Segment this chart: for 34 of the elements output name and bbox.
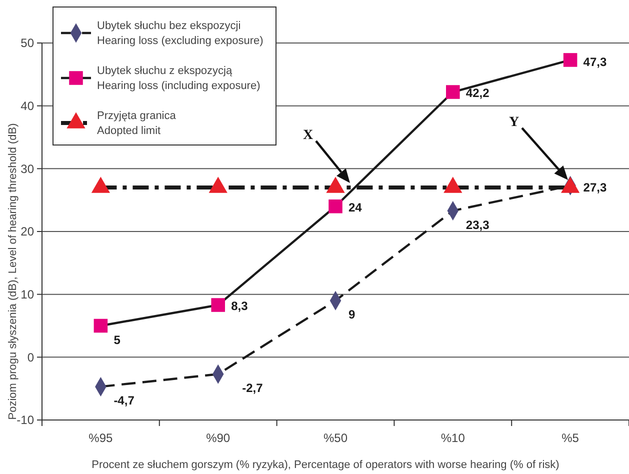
y-tick-label: 10 xyxy=(20,288,34,302)
y-tick-label: 50 xyxy=(20,36,34,50)
x-tick-label: %95 xyxy=(88,431,114,445)
data-label: 8,3 xyxy=(231,299,248,314)
annotation: X xyxy=(302,128,314,143)
y-axis-title: Poziom progu słyszenia (dB), Level of hearing threshold (dB) xyxy=(7,123,19,420)
legend-label: Ubytek słuchu z ekspozycją Hearing loss (including exposure) xyxy=(97,65,260,92)
data-label: -4,7 xyxy=(114,394,135,408)
x-tick-label: %50 xyxy=(323,431,348,445)
y-tick-label: -10 xyxy=(16,413,34,428)
point xyxy=(563,53,578,67)
x-tick-label: %10 xyxy=(440,431,466,445)
point xyxy=(211,298,225,312)
data-label: -2,7 xyxy=(242,381,264,396)
data-label: 5 xyxy=(114,332,121,347)
legend-label: Przyjęta granica Adopted limit xyxy=(97,110,177,137)
point xyxy=(94,318,108,333)
legend-label: Ubytek słuchu bez ekspozycji Hearing loss (excluding exposure) xyxy=(97,20,264,47)
y-tick-label: 30 xyxy=(20,162,34,176)
y-tick-label: 0 xyxy=(27,350,34,364)
x-tick-label: %5 xyxy=(562,431,580,445)
data-label: 24 xyxy=(348,200,362,214)
data-label: 47,3 xyxy=(583,54,607,69)
data-label: 42,2 xyxy=(466,86,490,100)
data-label: 23,3 xyxy=(466,218,490,232)
point xyxy=(446,85,460,99)
x-axis-title: Procent ze słuchem gorszym (% ryzyka), Percentage of operators with worse hearing (% of risk) xyxy=(92,459,560,471)
point xyxy=(328,199,342,214)
annotation: Y xyxy=(508,115,520,130)
data-label: 9 xyxy=(348,308,356,322)
y-tick-label: 20 xyxy=(20,224,34,239)
data-label: 27,3 xyxy=(583,180,607,195)
x-tick-label: %90 xyxy=(206,431,230,445)
y-tick-label: 40 xyxy=(20,99,34,114)
